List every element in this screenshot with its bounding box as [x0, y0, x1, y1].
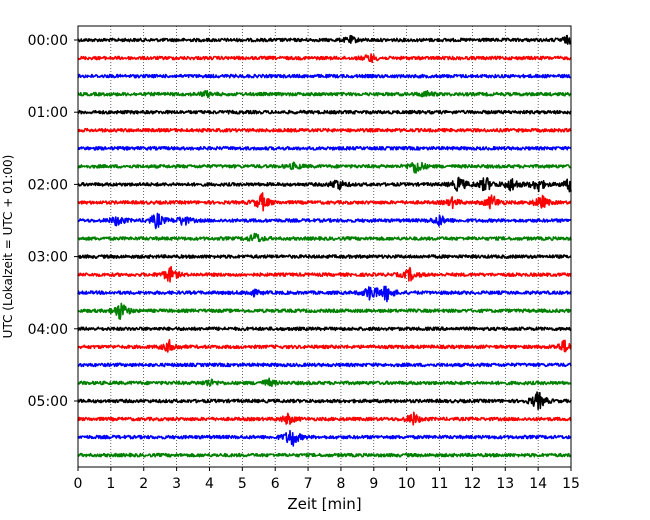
x-tick-label: 7	[304, 476, 313, 492]
trace-line	[77, 176, 572, 193]
y-tick-label: 02:00	[28, 177, 68, 193]
x-tick-label: 0	[74, 476, 83, 492]
x-tick-label: 6	[271, 476, 280, 492]
trace-line	[77, 53, 572, 64]
x-tick-label: 4	[205, 476, 214, 492]
y-tick-label: 01:00	[28, 105, 68, 121]
x-tick-label: 15	[562, 476, 580, 492]
trace-line	[77, 326, 572, 332]
x-tick-label: 9	[369, 476, 378, 492]
trace-line	[77, 232, 572, 243]
x-axis-ticks: 0 1 2 3 4 5 6 7 8 9 10 11 12 13 14 15	[74, 467, 580, 492]
trace-line	[77, 89, 572, 99]
x-axis-title: Zeit [min]	[287, 495, 361, 513]
trace-line	[77, 254, 572, 259]
trace-line	[77, 429, 572, 447]
trace-line	[77, 338, 572, 353]
trace-line	[77, 452, 572, 458]
x-tick-label: 2	[139, 476, 148, 492]
trace-line	[77, 34, 572, 45]
x-tick-label: 1	[106, 476, 115, 492]
y-tick-label: 04:00	[28, 322, 68, 338]
x-tick-label: 12	[463, 476, 481, 492]
trace-line	[77, 109, 572, 115]
trace-line	[77, 391, 572, 411]
x-tick-label: 13	[496, 476, 514, 492]
y-tick-label: 00:00	[28, 33, 68, 49]
y-axis-title: UTC (Lokalzeit = UTC + 01:00)	[1, 155, 15, 339]
x-tick-label: 5	[238, 476, 247, 492]
trace-line	[77, 212, 572, 230]
seismic-traces	[77, 34, 572, 458]
trace-line	[77, 377, 572, 388]
trace-line	[77, 145, 572, 151]
x-tick-label: 14	[529, 476, 547, 492]
x-tick-label: 11	[431, 476, 449, 492]
trace-line	[77, 362, 572, 368]
trace-line	[77, 161, 572, 174]
y-axis-ticks: 00:00 01:00 02:00 03:00 04:00 05:00	[28, 33, 78, 410]
trace-line	[77, 411, 572, 426]
y-tick-label: 05:00	[28, 394, 68, 410]
trace-line	[77, 285, 572, 303]
trace-line	[77, 73, 572, 79]
trace-line	[77, 265, 572, 283]
x-tick-label: 10	[398, 476, 416, 492]
x-tick-label: 8	[336, 476, 345, 492]
x-tick-label: 3	[172, 476, 181, 492]
trace-line	[77, 302, 572, 321]
trace-line	[77, 192, 572, 212]
y-tick-label: 03:00	[28, 250, 68, 266]
plot-frame	[77, 25, 572, 468]
trace-line	[77, 127, 572, 133]
